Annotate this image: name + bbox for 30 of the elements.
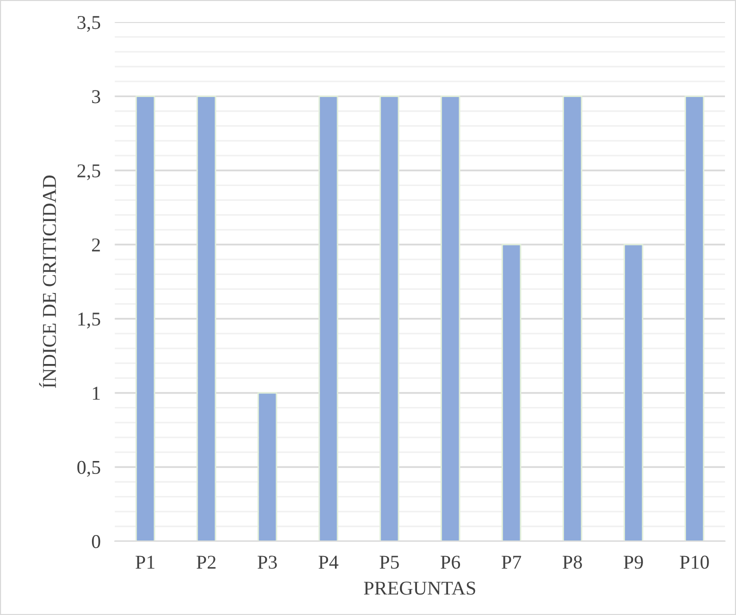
x-tick-label: P10 [680,556,709,569]
y-tick-label: 1,5 [78,312,100,328]
x-tick-label: P3 [258,556,277,569]
bar [258,392,278,542]
y-tick-label: 0 [92,535,100,548]
bar [318,96,338,542]
bar [440,96,460,542]
bar [684,96,704,542]
x-tick-label: P4 [318,556,338,569]
bar [380,96,400,542]
y-axis-title: ÍNDICE DE CRITICIDAD [39,176,56,388]
bar [502,244,522,542]
x-tick-label: P6 [440,556,460,569]
x-tick-label: P9 [624,556,643,569]
bar [624,244,644,542]
x-tick-label: P1 [136,556,154,569]
y-tick-label: 3,5 [78,16,100,32]
x-tick-label: P2 [196,556,216,569]
y-tick-label: 2,5 [77,164,100,180]
y-tick-label: 1 [92,386,100,400]
bar [135,96,156,542]
x-tick-label: P7 [502,556,522,569]
x-tick-label: P5 [380,556,399,569]
x-tick-label: P8 [562,556,582,569]
y-tick-label: 0,5 [77,460,100,477]
x-axis-title: PREGUNTAS [364,582,476,595]
bar [196,96,216,542]
bar [562,96,582,542]
y-tick-label: 3 [92,90,100,104]
y-tick-label: 2 [92,238,100,252]
